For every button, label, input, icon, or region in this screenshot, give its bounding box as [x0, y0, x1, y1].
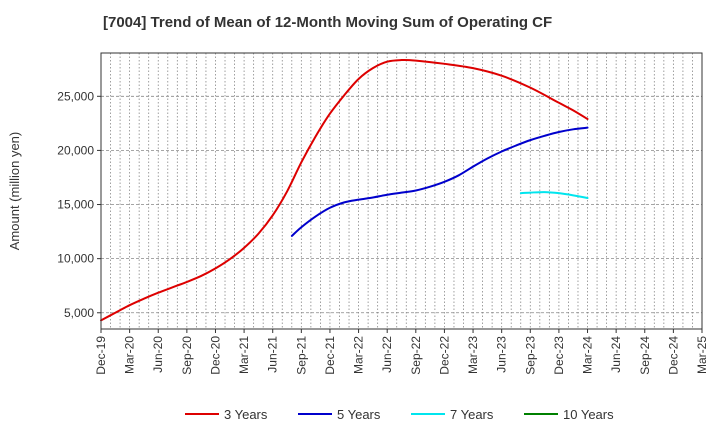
- x-tick-label: Mar-23: [466, 336, 480, 374]
- x-tick-label: Sep-23: [523, 336, 537, 375]
- x-tick-label: Dec-21: [323, 336, 337, 375]
- series-line-3-years: [100, 58, 589, 322]
- x-tick-label: Dec-19: [94, 336, 108, 375]
- x-tick-label: Mar-25: [695, 336, 709, 374]
- x-axis: Dec-19 Mar-20 Jun-20 Sep-20 Dec-20 Mar-21 Jun-…: [94, 329, 709, 375]
- y-tick-label: 20,000: [57, 143, 94, 157]
- series-lines: [100, 58, 589, 322]
- x-tick-label: Sep-21: [294, 336, 308, 375]
- y-tick-label: 10,000: [57, 252, 94, 266]
- x-tick-label: Jun-23: [495, 336, 509, 373]
- chart-title: [7004] Trend of Mean of 12-Month Moving …: [103, 14, 553, 31]
- y-axis: 5,000 10,000 15,000 20,000 25,000: [57, 89, 101, 320]
- legend-label: 3 Years: [224, 407, 268, 422]
- x-tick-label: Jun-20: [151, 336, 165, 373]
- x-tick-label: Mar-22: [352, 336, 366, 374]
- x-tick-label: Mar-21: [237, 336, 251, 374]
- x-tick-label: Mar-20: [123, 336, 137, 374]
- x-tick-label: Dec-24: [666, 336, 680, 375]
- legend-label: 10 Years: [563, 407, 614, 422]
- x-tick-label: Mar-24: [581, 336, 595, 374]
- x-tick-label: Dec-22: [437, 336, 451, 375]
- y-tick-label: 15,000: [57, 198, 94, 212]
- x-tick-label: Jun-21: [266, 336, 280, 373]
- x-tick-label: Jun-24: [609, 336, 623, 373]
- plot-frame: [100, 52, 703, 330]
- legend: 3 Years 5 Years 7 Years 10 Years: [185, 407, 614, 422]
- legend-label: 5 Years: [337, 407, 381, 422]
- series-line-5-years: [290, 126, 589, 237]
- x-tick-label: Dec-23: [552, 336, 566, 375]
- x-tick-label: Sep-24: [638, 336, 652, 375]
- x-tick-label: Jun-22: [380, 336, 394, 373]
- y-tick-label: 5,000: [64, 306, 94, 320]
- y-tick-label: 25,000: [57, 89, 94, 103]
- legend-label: 7 Years: [450, 407, 494, 422]
- plot-background: [101, 53, 702, 329]
- x-tick-label: Sep-22: [409, 336, 423, 375]
- series-line-7-years: [519, 191, 589, 200]
- x-tick-label: Sep-20: [180, 336, 194, 375]
- y-axis-label: Amount (million yen): [7, 132, 22, 251]
- x-tick-label: Dec-20: [208, 336, 222, 375]
